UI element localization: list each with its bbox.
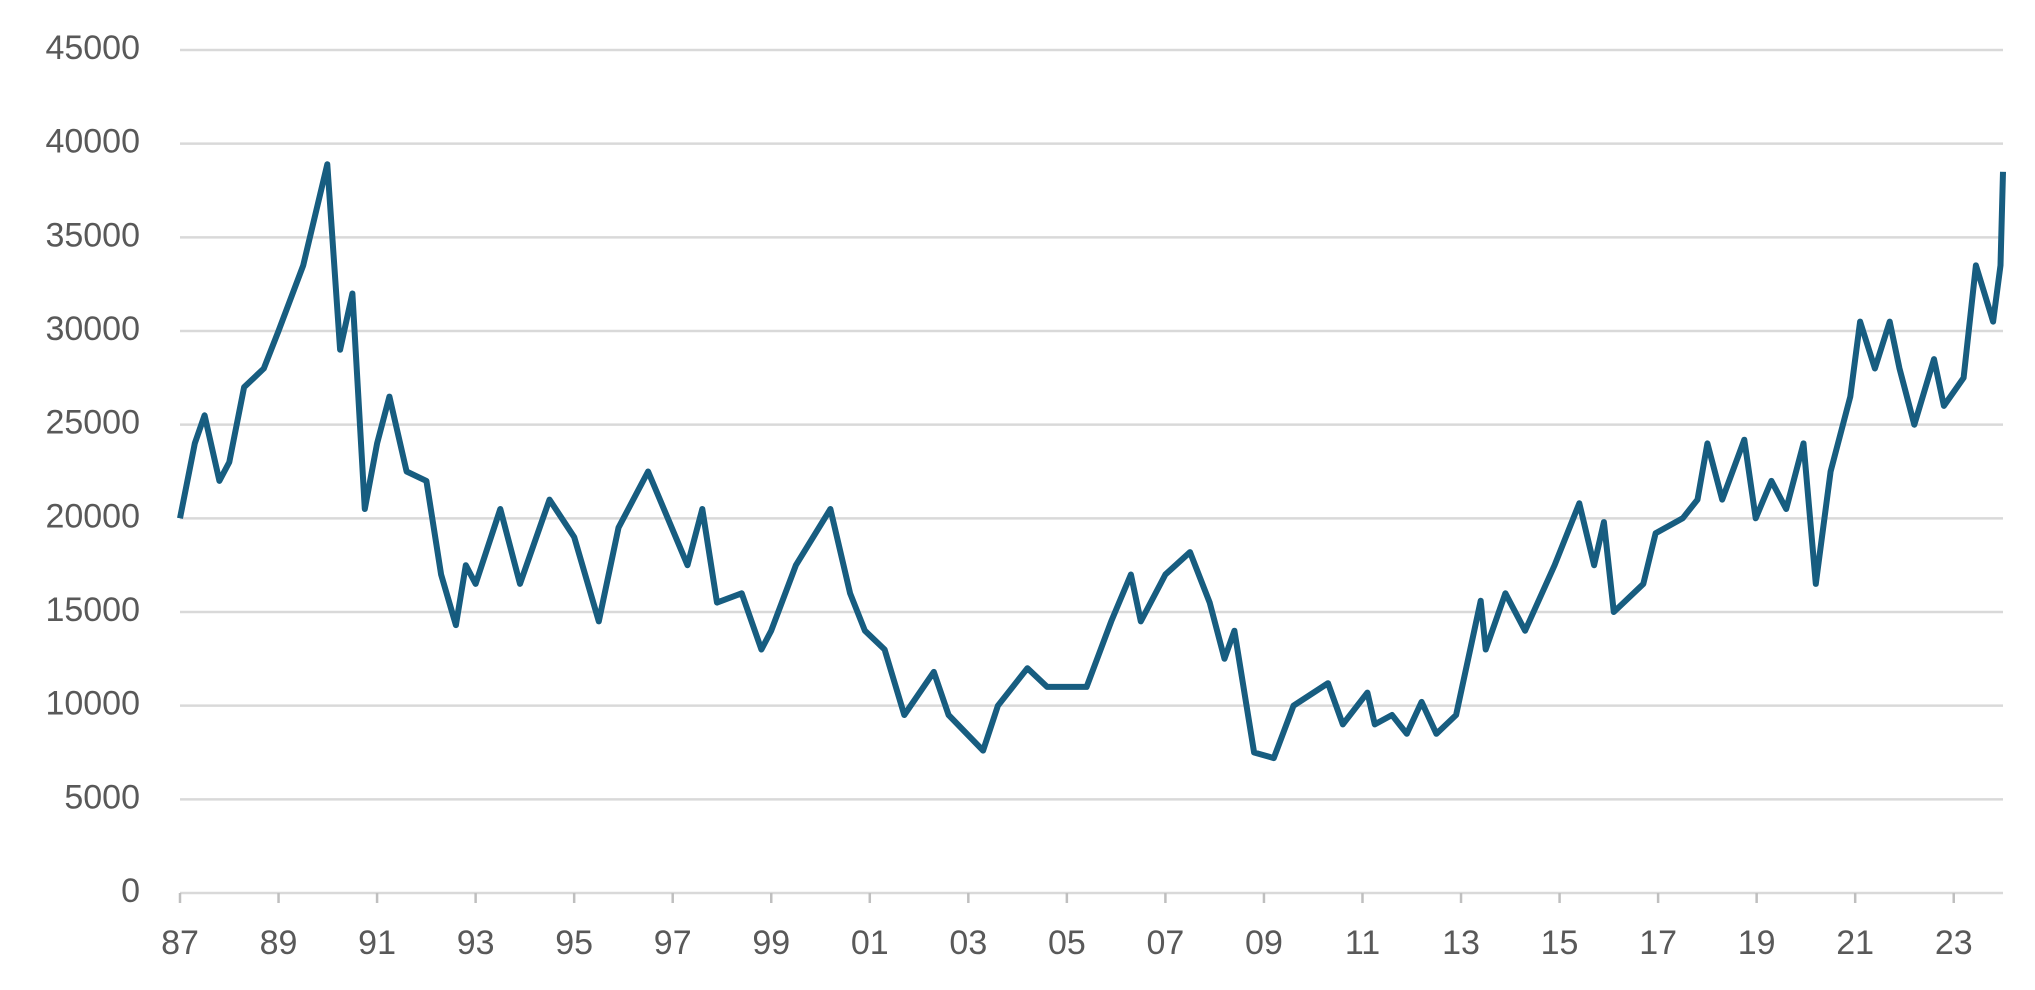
x-tick-label: 17 — [1639, 924, 1677, 962]
x-tick-label: 87 — [161, 924, 199, 962]
x-tick-label: 23 — [1935, 924, 1973, 962]
x-tick-label: 05 — [1048, 924, 1086, 962]
x-tick-label: 03 — [949, 924, 987, 962]
x-tick-label: 89 — [260, 924, 298, 962]
y-tick-label: 0 — [121, 872, 140, 910]
data-line — [177, 161, 2006, 762]
y-tick-label: 40000 — [45, 123, 140, 161]
x-tick-label: 19 — [1738, 924, 1776, 962]
y-tick-label: 20000 — [45, 497, 140, 535]
x-tick-label: 91 — [358, 924, 396, 962]
x-tick-label: 93 — [457, 924, 495, 962]
x-tick-label: 99 — [752, 924, 790, 962]
x-tick-label: 97 — [654, 924, 692, 962]
x-tick-label: 09 — [1245, 924, 1283, 962]
x-tick-label: 21 — [1836, 924, 1874, 962]
x-tick-label: 07 — [1146, 924, 1184, 962]
y-tick-label: 10000 — [45, 685, 140, 723]
y-tick-label: 45000 — [45, 29, 140, 67]
y-tick-label: 15000 — [45, 591, 140, 629]
y-tick-label: 25000 — [45, 404, 140, 442]
y-tick-label: 5000 — [64, 778, 140, 816]
x-tick-label: 01 — [851, 924, 889, 962]
y-tick-label: 30000 — [45, 310, 140, 348]
x-tick-label: 11 — [1345, 924, 1380, 962]
x-tick-label: 15 — [1541, 924, 1579, 962]
x-tick-label: 95 — [555, 924, 593, 962]
y-tick-label: 35000 — [45, 216, 140, 254]
x-tick-label: 13 — [1442, 924, 1480, 962]
